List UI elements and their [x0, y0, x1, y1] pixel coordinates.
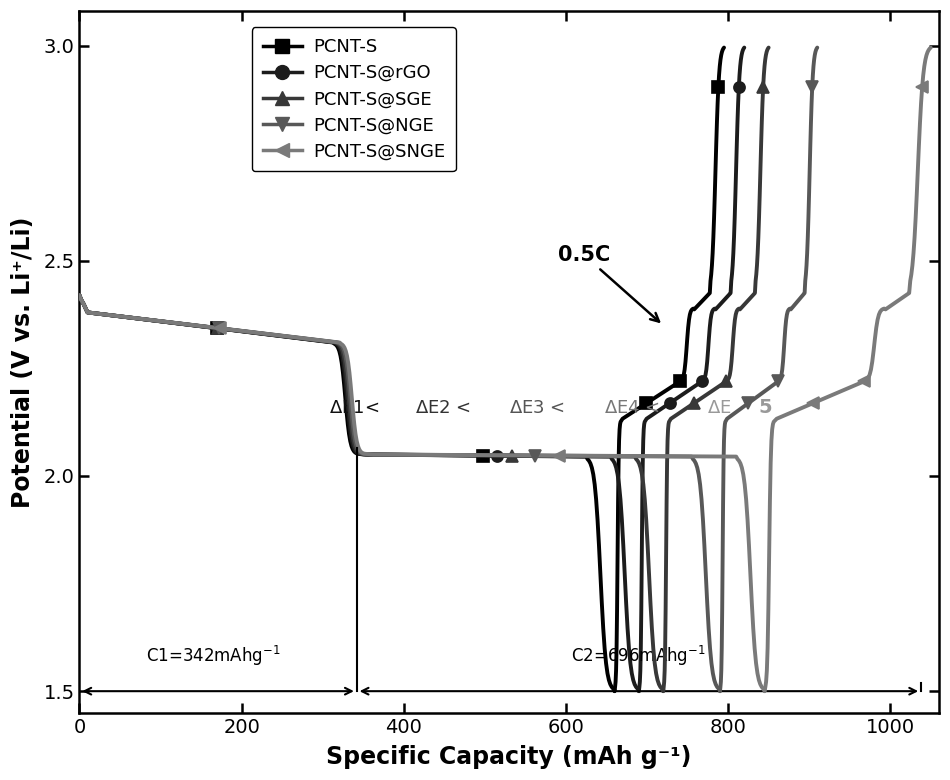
Text: 5: 5: [758, 398, 772, 417]
Text: $\Delta$E3 <: $\Delta$E3 <: [509, 399, 567, 417]
X-axis label: Specific Capacity (mAh g⁻¹): Specific Capacity (mAh g⁻¹): [327, 745, 692, 769]
Text: C2=696mAhg$^{-1}$: C2=696mAhg$^{-1}$: [572, 644, 706, 668]
Y-axis label: Potential (V vs. Li⁺/Li): Potential (V vs. Li⁺/Li): [11, 216, 35, 508]
Text: $\Delta$E: $\Delta$E: [707, 399, 732, 417]
Text: $\Delta$E2 <: $\Delta$E2 <: [414, 399, 472, 417]
Text: 0.5C: 0.5C: [558, 245, 659, 321]
Legend: PCNT-S, PCNT-S@rGO, PCNT-S@SGE, PCNT-S@NGE, PCNT-S@SNGE: PCNT-S, PCNT-S@rGO, PCNT-S@SGE, PCNT-S@N…: [252, 27, 456, 172]
Text: $\Delta$E4 <: $\Delta$E4 <: [603, 399, 661, 417]
Text: $\Delta$E1<: $\Delta$E1<: [329, 399, 381, 417]
Text: C1=342mAhg$^{-1}$: C1=342mAhg$^{-1}$: [146, 644, 280, 668]
